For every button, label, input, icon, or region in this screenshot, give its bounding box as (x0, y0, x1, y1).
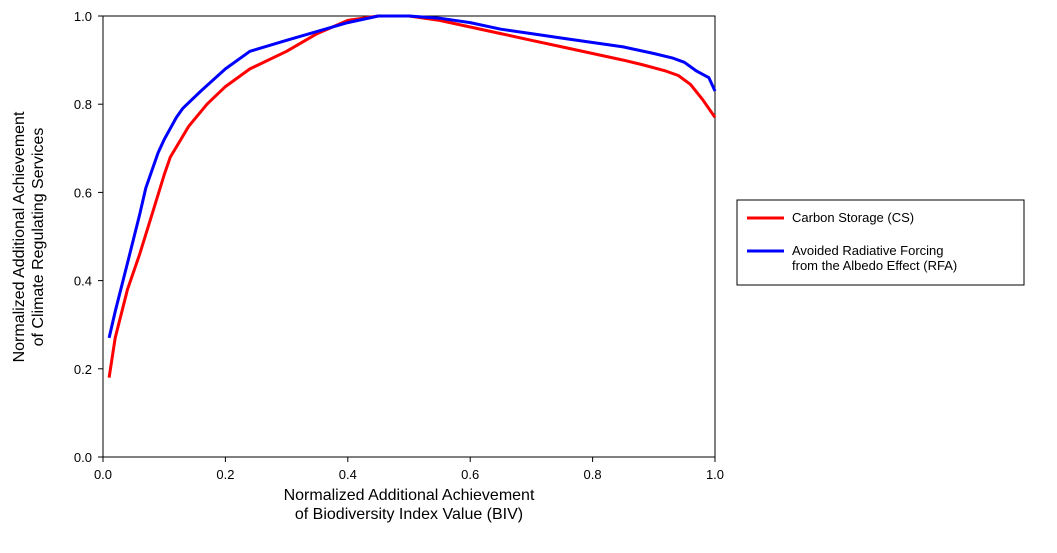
y-tick-label: 0.2 (74, 362, 92, 377)
x-tick-label: 1.0 (706, 467, 724, 482)
legend-label-2: Avoided Radiative Forcing (792, 243, 944, 258)
plot-area (102, 15, 716, 458)
x-tick-label: 0.2 (216, 467, 234, 482)
y-tick-label: 0.8 (74, 97, 92, 112)
y-tick-label: 0.6 (74, 185, 92, 200)
x-tick-label: 0.4 (339, 467, 357, 482)
legend-label-1: Carbon Storage (CS) (792, 210, 914, 225)
y-tick-label: 1.0 (74, 9, 92, 24)
x-axis-title-line: of Biodiversity Index Value (BIV) (295, 506, 523, 523)
y-axis-title-line: of Climate Regulating Services (30, 128, 47, 347)
y-axis-title-line: Normalized Additional Achievement (11, 111, 28, 362)
x-axis-title-line: Normalized Additional Achievement (284, 487, 535, 504)
y-axis-title: Normalized Additional Achievement of Clim… (11, 111, 47, 362)
series-line-2 (107, 14, 717, 339)
x-tick-label: 0.6 (461, 467, 479, 482)
x-tick-label: 0.8 (584, 467, 602, 482)
y-tick-label: 0.0 (74, 450, 92, 465)
x-axis-title: Normalized Additional Achievement of Biod… (284, 487, 535, 523)
x-tick-label: 0.0 (94, 467, 112, 482)
legend-label-2: from the Albedo Effect (RFA) (792, 258, 957, 273)
legend-box (736, 199, 1025, 286)
y-tick-label: 0.4 (74, 274, 92, 289)
